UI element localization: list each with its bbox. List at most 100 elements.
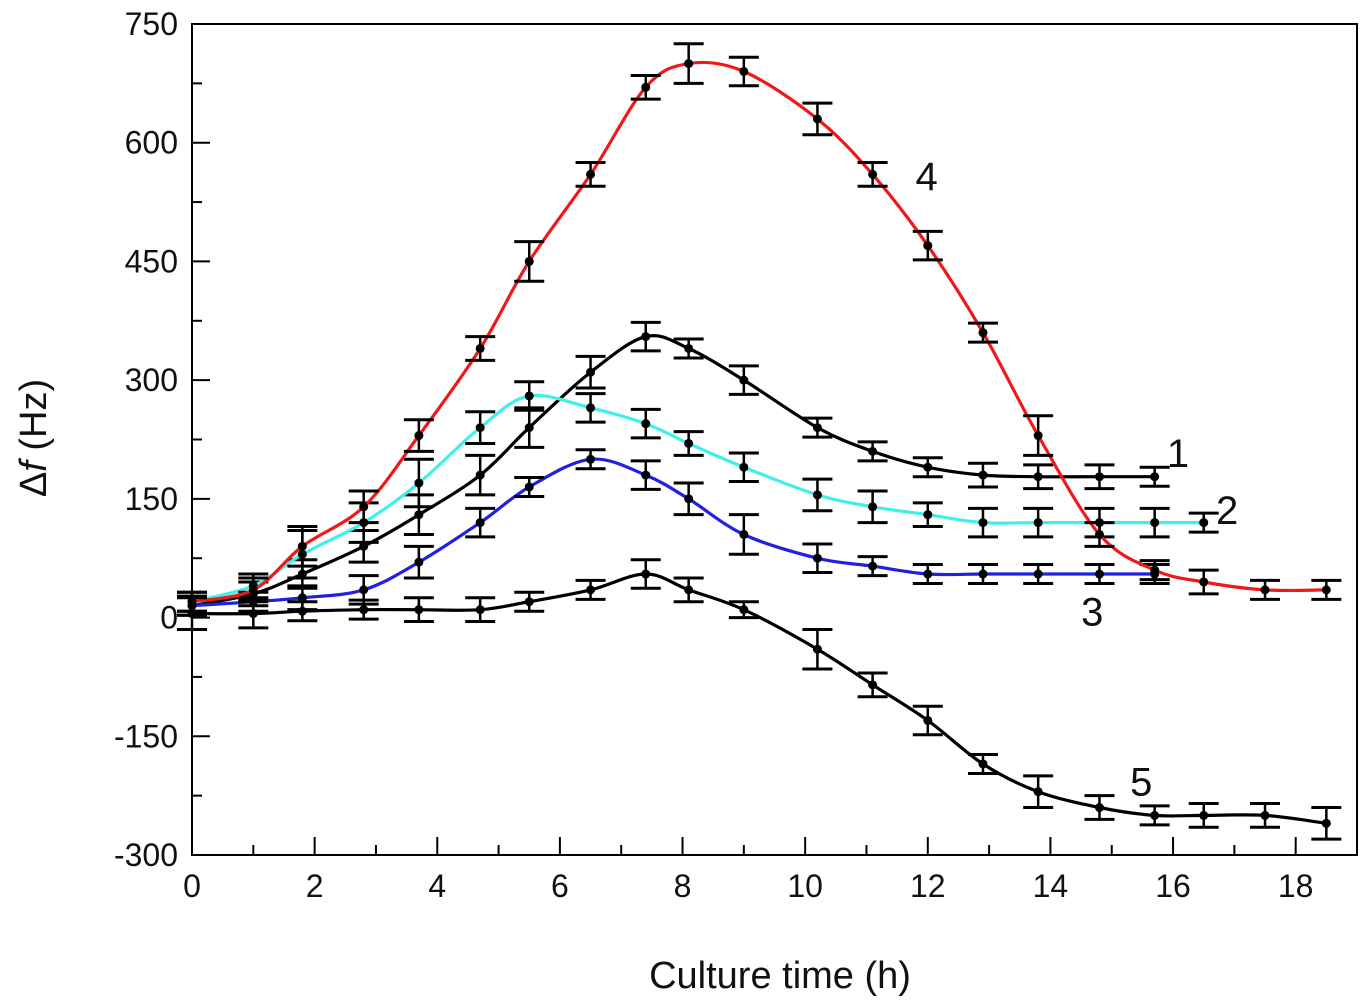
data-point xyxy=(739,605,749,615)
error-bar xyxy=(1084,794,1115,821)
data-point xyxy=(1260,585,1270,595)
x-tick-label: 8 xyxy=(674,868,692,904)
x-tick-label: 18 xyxy=(1278,868,1314,904)
error-bar xyxy=(630,73,661,101)
error-bar xyxy=(967,506,998,539)
x-tick-label: 14 xyxy=(1033,868,1069,904)
error-bar xyxy=(465,596,496,624)
error-bar xyxy=(728,600,759,620)
data-point xyxy=(812,490,822,500)
data-point xyxy=(1094,569,1104,579)
data-point xyxy=(739,375,749,385)
error-bar xyxy=(802,101,833,137)
error-bar xyxy=(1084,563,1115,586)
error-bar xyxy=(465,335,496,362)
series-label-3: 3 xyxy=(1081,590,1103,634)
error-bar xyxy=(1188,511,1219,534)
error-bar xyxy=(1188,568,1219,596)
series-5-line xyxy=(191,572,1327,825)
data-point xyxy=(812,553,822,563)
data-point xyxy=(978,470,988,480)
y-tick-label: -150 xyxy=(114,718,178,754)
data-point xyxy=(414,478,424,488)
error-bar xyxy=(1311,806,1342,841)
y-tick-label: 750 xyxy=(125,6,178,42)
error-bar xyxy=(630,407,661,440)
error-bar xyxy=(728,55,759,88)
series-2-line xyxy=(191,393,1204,604)
error-bar xyxy=(238,597,269,630)
series-4 xyxy=(177,42,1342,613)
data-point xyxy=(414,557,424,567)
series-label-5: 5 xyxy=(1130,761,1152,805)
error-bar xyxy=(630,459,661,491)
error-bar xyxy=(967,461,998,489)
data-point xyxy=(1199,577,1209,587)
data-point xyxy=(739,529,749,539)
error-bar xyxy=(514,590,545,613)
data-point xyxy=(248,609,258,619)
error-bar xyxy=(728,451,759,483)
data-point xyxy=(414,431,424,441)
error-bar xyxy=(1084,521,1115,548)
data-point xyxy=(1199,518,1209,528)
data-point xyxy=(359,541,369,551)
data-point xyxy=(868,680,878,690)
data-point xyxy=(1150,810,1160,820)
data-point xyxy=(812,114,822,124)
data-point xyxy=(586,585,596,595)
error-bar xyxy=(575,161,606,188)
error-bar xyxy=(857,555,888,578)
data-point xyxy=(1033,431,1043,441)
error-bar xyxy=(857,671,888,699)
y-axis-title-unit: (Hz) xyxy=(13,379,55,461)
data-point xyxy=(684,438,694,448)
data-point xyxy=(739,66,749,76)
series-1-line xyxy=(191,334,1155,608)
error-bar xyxy=(912,456,943,479)
error-bar xyxy=(673,481,704,517)
data-point xyxy=(586,403,596,413)
data-point xyxy=(1094,803,1104,813)
y-tick-label: 150 xyxy=(125,481,178,517)
error-bar xyxy=(1139,465,1170,488)
error-bar xyxy=(287,600,318,623)
data-point xyxy=(641,82,651,92)
data-point xyxy=(524,423,534,433)
data-point xyxy=(1260,810,1270,820)
y-axis: 750 600 450 300 150 0 -150 -300 xyxy=(114,6,210,873)
error-bar xyxy=(575,578,606,601)
error-bar xyxy=(967,321,998,344)
series-layer xyxy=(177,42,1342,841)
error-bar xyxy=(403,596,434,624)
error-bar xyxy=(967,563,998,586)
error-bar xyxy=(575,448,606,471)
data-point xyxy=(1033,569,1043,579)
data-point xyxy=(812,423,822,433)
error-bar xyxy=(802,416,833,439)
x-axis: 0 2 4 6 8 10 12 14 16 18 xyxy=(183,837,1358,904)
error-bar xyxy=(514,475,545,498)
y-tick-label: 0 xyxy=(160,600,178,636)
error-bar xyxy=(1023,774,1054,810)
error-bar xyxy=(967,752,998,775)
data-point xyxy=(359,502,369,512)
x-axis-title: Culture time (h) xyxy=(649,955,911,997)
error-bar xyxy=(1311,578,1342,601)
error-bar xyxy=(673,430,704,457)
error-bar xyxy=(1023,506,1054,539)
data-point xyxy=(187,609,197,619)
error-bar xyxy=(403,544,434,580)
data-point xyxy=(868,169,878,179)
series-label-2: 2 xyxy=(1216,489,1238,533)
series-label-1: 1 xyxy=(1167,432,1189,476)
data-point xyxy=(978,569,988,579)
data-point xyxy=(524,391,534,401)
error-bar xyxy=(802,627,833,671)
data-point xyxy=(524,482,534,492)
error-bar xyxy=(465,506,496,539)
x-tick-label: 10 xyxy=(787,868,823,904)
data-point xyxy=(1033,787,1043,797)
error-bar xyxy=(1084,463,1115,491)
